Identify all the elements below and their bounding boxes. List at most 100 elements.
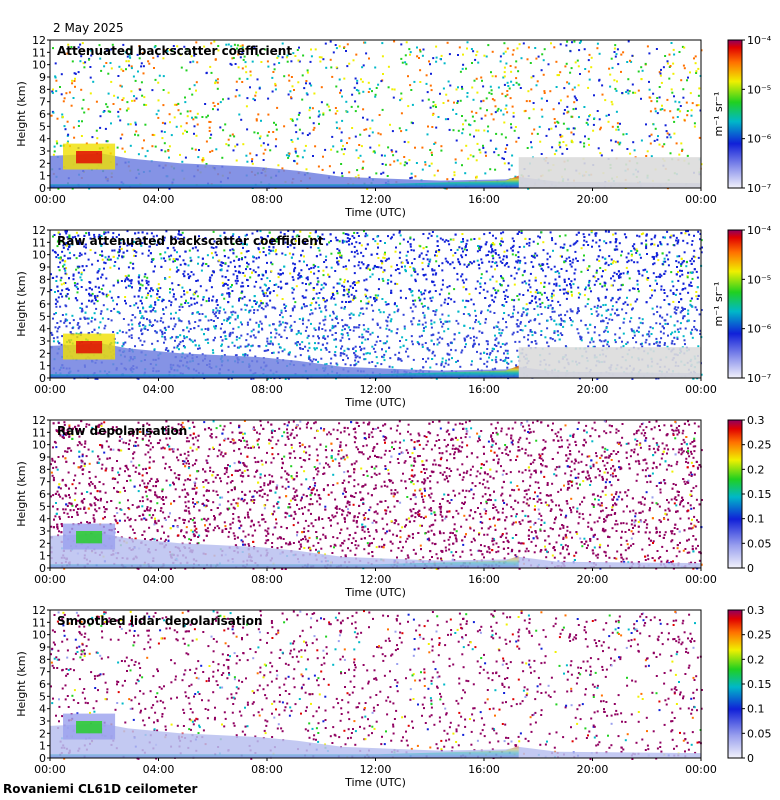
x-tick-label: 08:00 [251,193,283,206]
y-tick-label: 3 [39,145,46,158]
x-tick-label: 12:00 [360,383,392,396]
colorbar-tick-label: 0.05 [747,537,772,550]
colorbar-tick-label: 0 [747,752,754,765]
heatmap-field [50,40,703,190]
y-tick-label: 12 [32,604,46,617]
colorbar-tick-label: 0.2 [747,653,765,666]
y-tick-label: 1 [39,360,46,373]
panel-title: Attenuated backscatter coefficient [57,44,292,58]
y-tick-label: 5 [39,120,46,133]
colorbar [727,609,743,759]
y-tick-label: 11 [32,236,46,249]
colorbar-tick-label: 0.25 [747,629,772,642]
x-tick-label: 00:00 [685,763,717,776]
y-tick-label: 12 [32,34,46,47]
y-tick-label: 1 [39,740,46,753]
x-axis-label: Time (UTC) [344,776,406,789]
colorbar-tick-label: 10⁻⁷ [747,372,771,385]
y-tick-label: 3 [39,715,46,728]
heatmap-field [50,230,703,380]
y-tick-label: 6 [39,488,46,501]
x-tick-label: 20:00 [577,383,609,396]
y-tick-label: 5 [39,500,46,513]
colorbar [727,39,743,189]
y-tick-label: 1 [39,550,46,563]
y-tick-label: 6 [39,678,46,691]
colorbar-tick-label: 10⁻⁷ [747,182,771,195]
y-axis-label: Height (km) [15,461,28,527]
colorbar-tick-label: 0.25 [747,439,772,452]
y-tick-label: 8 [39,463,46,476]
y-tick-label: 0 [39,562,46,575]
y-tick-label: 9 [39,641,46,654]
colorbar-tick-label: 0.2 [747,463,765,476]
colorbar-tick-label: 10⁻⁵ [747,83,771,96]
x-tick-label: 12:00 [360,573,392,586]
colorbar-unit: m⁻¹ sr⁻¹ [712,282,725,327]
y-tick-label: 2 [39,347,46,360]
y-tick-label: 10 [32,249,46,262]
panels: Attenuated backscatter coefficient012345… [15,34,772,789]
y-tick-label: 10 [32,629,46,642]
y-tick-label: 4 [39,703,46,716]
y-axis-label: Height (km) [15,271,28,337]
x-axis-label: Time (UTC) [344,396,406,409]
x-tick-label: 00:00 [34,763,66,776]
panel-title: Smoothed lidar depolarisation [57,614,263,628]
x-tick-label: 00:00 [34,193,66,206]
y-tick-label: 0 [39,372,46,385]
x-tick-label: 00:00 [34,383,66,396]
y-tick-label: 10 [32,59,46,72]
y-tick-label: 7 [39,286,46,299]
y-tick-label: 9 [39,261,46,274]
x-tick-label: 08:00 [251,573,283,586]
heatmap-field [50,420,703,570]
x-tick-label: 16:00 [468,573,500,586]
y-tick-label: 1 [39,170,46,183]
x-axis-label: Time (UTC) [344,206,406,219]
colorbar-tick-label: 0.3 [747,414,765,427]
x-tick-label: 00:00 [34,573,66,586]
x-tick-label: 20:00 [577,193,609,206]
colorbar-unit: m⁻¹ sr⁻¹ [712,92,725,137]
colorbar-tick-label: 0.15 [747,678,772,691]
y-tick-label: 7 [39,666,46,679]
panel-1: Attenuated backscatter coefficient012345… [15,34,772,219]
panel-3: Raw depolarisation0123456789101112Height… [15,414,772,599]
x-tick-label: 04:00 [143,573,175,586]
y-tick-label: 12 [32,224,46,237]
x-tick-label: 08:00 [251,763,283,776]
x-tick-label: 20:00 [577,573,609,586]
x-tick-label: 12:00 [360,763,392,776]
y-tick-label: 12 [32,414,46,427]
x-tick-label: 08:00 [251,383,283,396]
panel-title: Raw depolarisation [57,424,187,438]
x-tick-label: 04:00 [143,193,175,206]
y-tick-label: 8 [39,653,46,666]
colorbar-tick-label: 10⁻⁶ [747,133,772,146]
y-tick-label: 9 [39,71,46,84]
station-footer: Rovaniemi CL61D ceilometer [3,782,198,796]
colorbar-tick-label: 0.1 [747,513,765,526]
y-tick-label: 2 [39,727,46,740]
y-tick-label: 11 [32,616,46,629]
y-tick-label: 7 [39,476,46,489]
x-tick-label: 04:00 [143,763,175,776]
y-tick-label: 5 [39,310,46,323]
y-tick-label: 0 [39,752,46,765]
colorbar-tick-label: 0.05 [747,727,772,740]
colorbar-tick-label: 0.1 [747,703,765,716]
y-tick-label: 8 [39,273,46,286]
x-tick-label: 20:00 [577,763,609,776]
x-tick-label: 16:00 [468,193,500,206]
colorbar-tick-label: 10⁻⁵ [747,273,771,286]
y-tick-label: 2 [39,537,46,550]
y-tick-label: 11 [32,426,46,439]
y-axis-label: Height (km) [15,651,28,717]
y-tick-label: 8 [39,83,46,96]
x-tick-label: 16:00 [468,763,500,776]
y-tick-label: 6 [39,108,46,121]
colorbar-tick-label: 0.15 [747,488,772,501]
y-tick-label: 3 [39,525,46,538]
